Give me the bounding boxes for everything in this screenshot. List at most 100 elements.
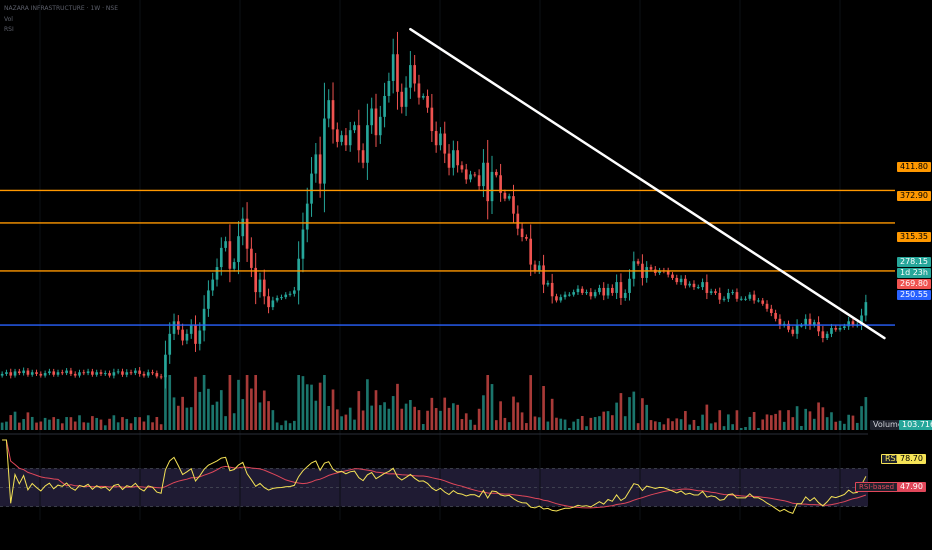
volume-bar (722, 426, 726, 430)
candle-body (121, 371, 124, 375)
candle-body (181, 329, 184, 341)
candle-body (623, 292, 627, 298)
candle-body (851, 321, 855, 326)
volume-bar (301, 376, 305, 430)
candle-body (78, 372, 81, 376)
candle-body (0, 373, 4, 376)
candle-body (430, 107, 434, 132)
candle-body (778, 318, 782, 326)
volume-bar (499, 401, 502, 430)
candle-body (146, 372, 150, 376)
candle-body (705, 282, 709, 293)
candle-body (580, 288, 584, 293)
volume-bar (258, 402, 262, 430)
volume-bar (383, 402, 386, 430)
volume-bar (507, 422, 511, 430)
candle-body (404, 87, 408, 107)
candle-body (804, 318, 808, 326)
volume-bar (9, 415, 13, 430)
volume-bar (696, 426, 700, 430)
volume-bar (701, 414, 704, 430)
candle-body (727, 292, 730, 299)
candle-body (301, 229, 305, 259)
volume-bar (121, 417, 124, 430)
candle-body (464, 169, 468, 180)
volume-bar (426, 410, 429, 430)
volume-bar (39, 421, 43, 430)
volume-bar (795, 406, 799, 430)
candle-body (254, 267, 258, 293)
support-tag: 250.55 (897, 290, 931, 300)
volume-bar (830, 412, 833, 430)
volume-bar (748, 416, 752, 430)
candle-body (550, 282, 554, 297)
candle-body (288, 293, 292, 295)
volume-bar (688, 424, 692, 430)
candle-body (211, 279, 215, 291)
volume-bar (48, 419, 51, 430)
candle-body (593, 292, 597, 297)
candle-body (142, 373, 146, 376)
volume-bar (452, 403, 455, 430)
volume-bar (787, 410, 790, 430)
candle-body (731, 292, 734, 294)
grid (39, 0, 841, 520)
volume-bar (709, 423, 713, 430)
candle-body (228, 241, 232, 269)
volume-bar (636, 423, 640, 430)
candle-body (439, 133, 442, 146)
candle-body (456, 150, 459, 166)
candle-body (159, 376, 163, 378)
volume-bar (834, 421, 838, 430)
volume-bar (35, 422, 38, 430)
candle-body (168, 333, 172, 355)
volume-bar (366, 379, 369, 430)
candle-body (129, 372, 133, 374)
candle-body (714, 291, 717, 293)
volume-bar (318, 382, 322, 430)
candle-body (658, 270, 661, 273)
candle-body (112, 372, 116, 376)
candle-body (494, 171, 498, 176)
candle-body (215, 267, 219, 280)
candle-body (138, 370, 141, 374)
candle-body (297, 258, 300, 291)
volume-bar (482, 395, 485, 430)
candle-body (460, 165, 464, 170)
volume-bar (585, 426, 588, 430)
candle-body (688, 283, 692, 286)
volume-bar (855, 422, 859, 430)
volume-bar (645, 404, 649, 430)
volume-bar (628, 397, 631, 430)
volume-bar (52, 417, 56, 430)
candle-body (374, 108, 378, 136)
volume-bar (361, 410, 365, 430)
candle-body (348, 130, 352, 146)
level-tag-r2: 372.90 (897, 191, 931, 201)
volume-bar (731, 424, 734, 430)
candle-body (701, 282, 704, 288)
volume-bar (60, 423, 64, 430)
candle-body (589, 292, 593, 297)
level-tag-r1: 411.80 (897, 162, 931, 172)
volume-bar (391, 396, 395, 430)
volume-bar (69, 417, 73, 430)
volume-bar (404, 403, 408, 430)
candle-body (185, 333, 189, 341)
volume-bar (593, 417, 597, 430)
candle-body (860, 315, 863, 325)
volume-bar (22, 419, 25, 430)
trendline[interactable] (409, 27, 886, 340)
volume-bar (447, 407, 451, 430)
volume-bar (314, 400, 318, 430)
volume-bar (769, 415, 773, 430)
volume-bar (409, 400, 412, 430)
volume-bar (134, 417, 137, 430)
volume-bar (623, 416, 627, 430)
volume-bar (808, 411, 812, 430)
volume-bar (176, 405, 180, 430)
candle-body (383, 95, 386, 117)
candle-body (628, 278, 631, 293)
volume-bar (546, 421, 550, 430)
volume-bar (250, 388, 253, 430)
